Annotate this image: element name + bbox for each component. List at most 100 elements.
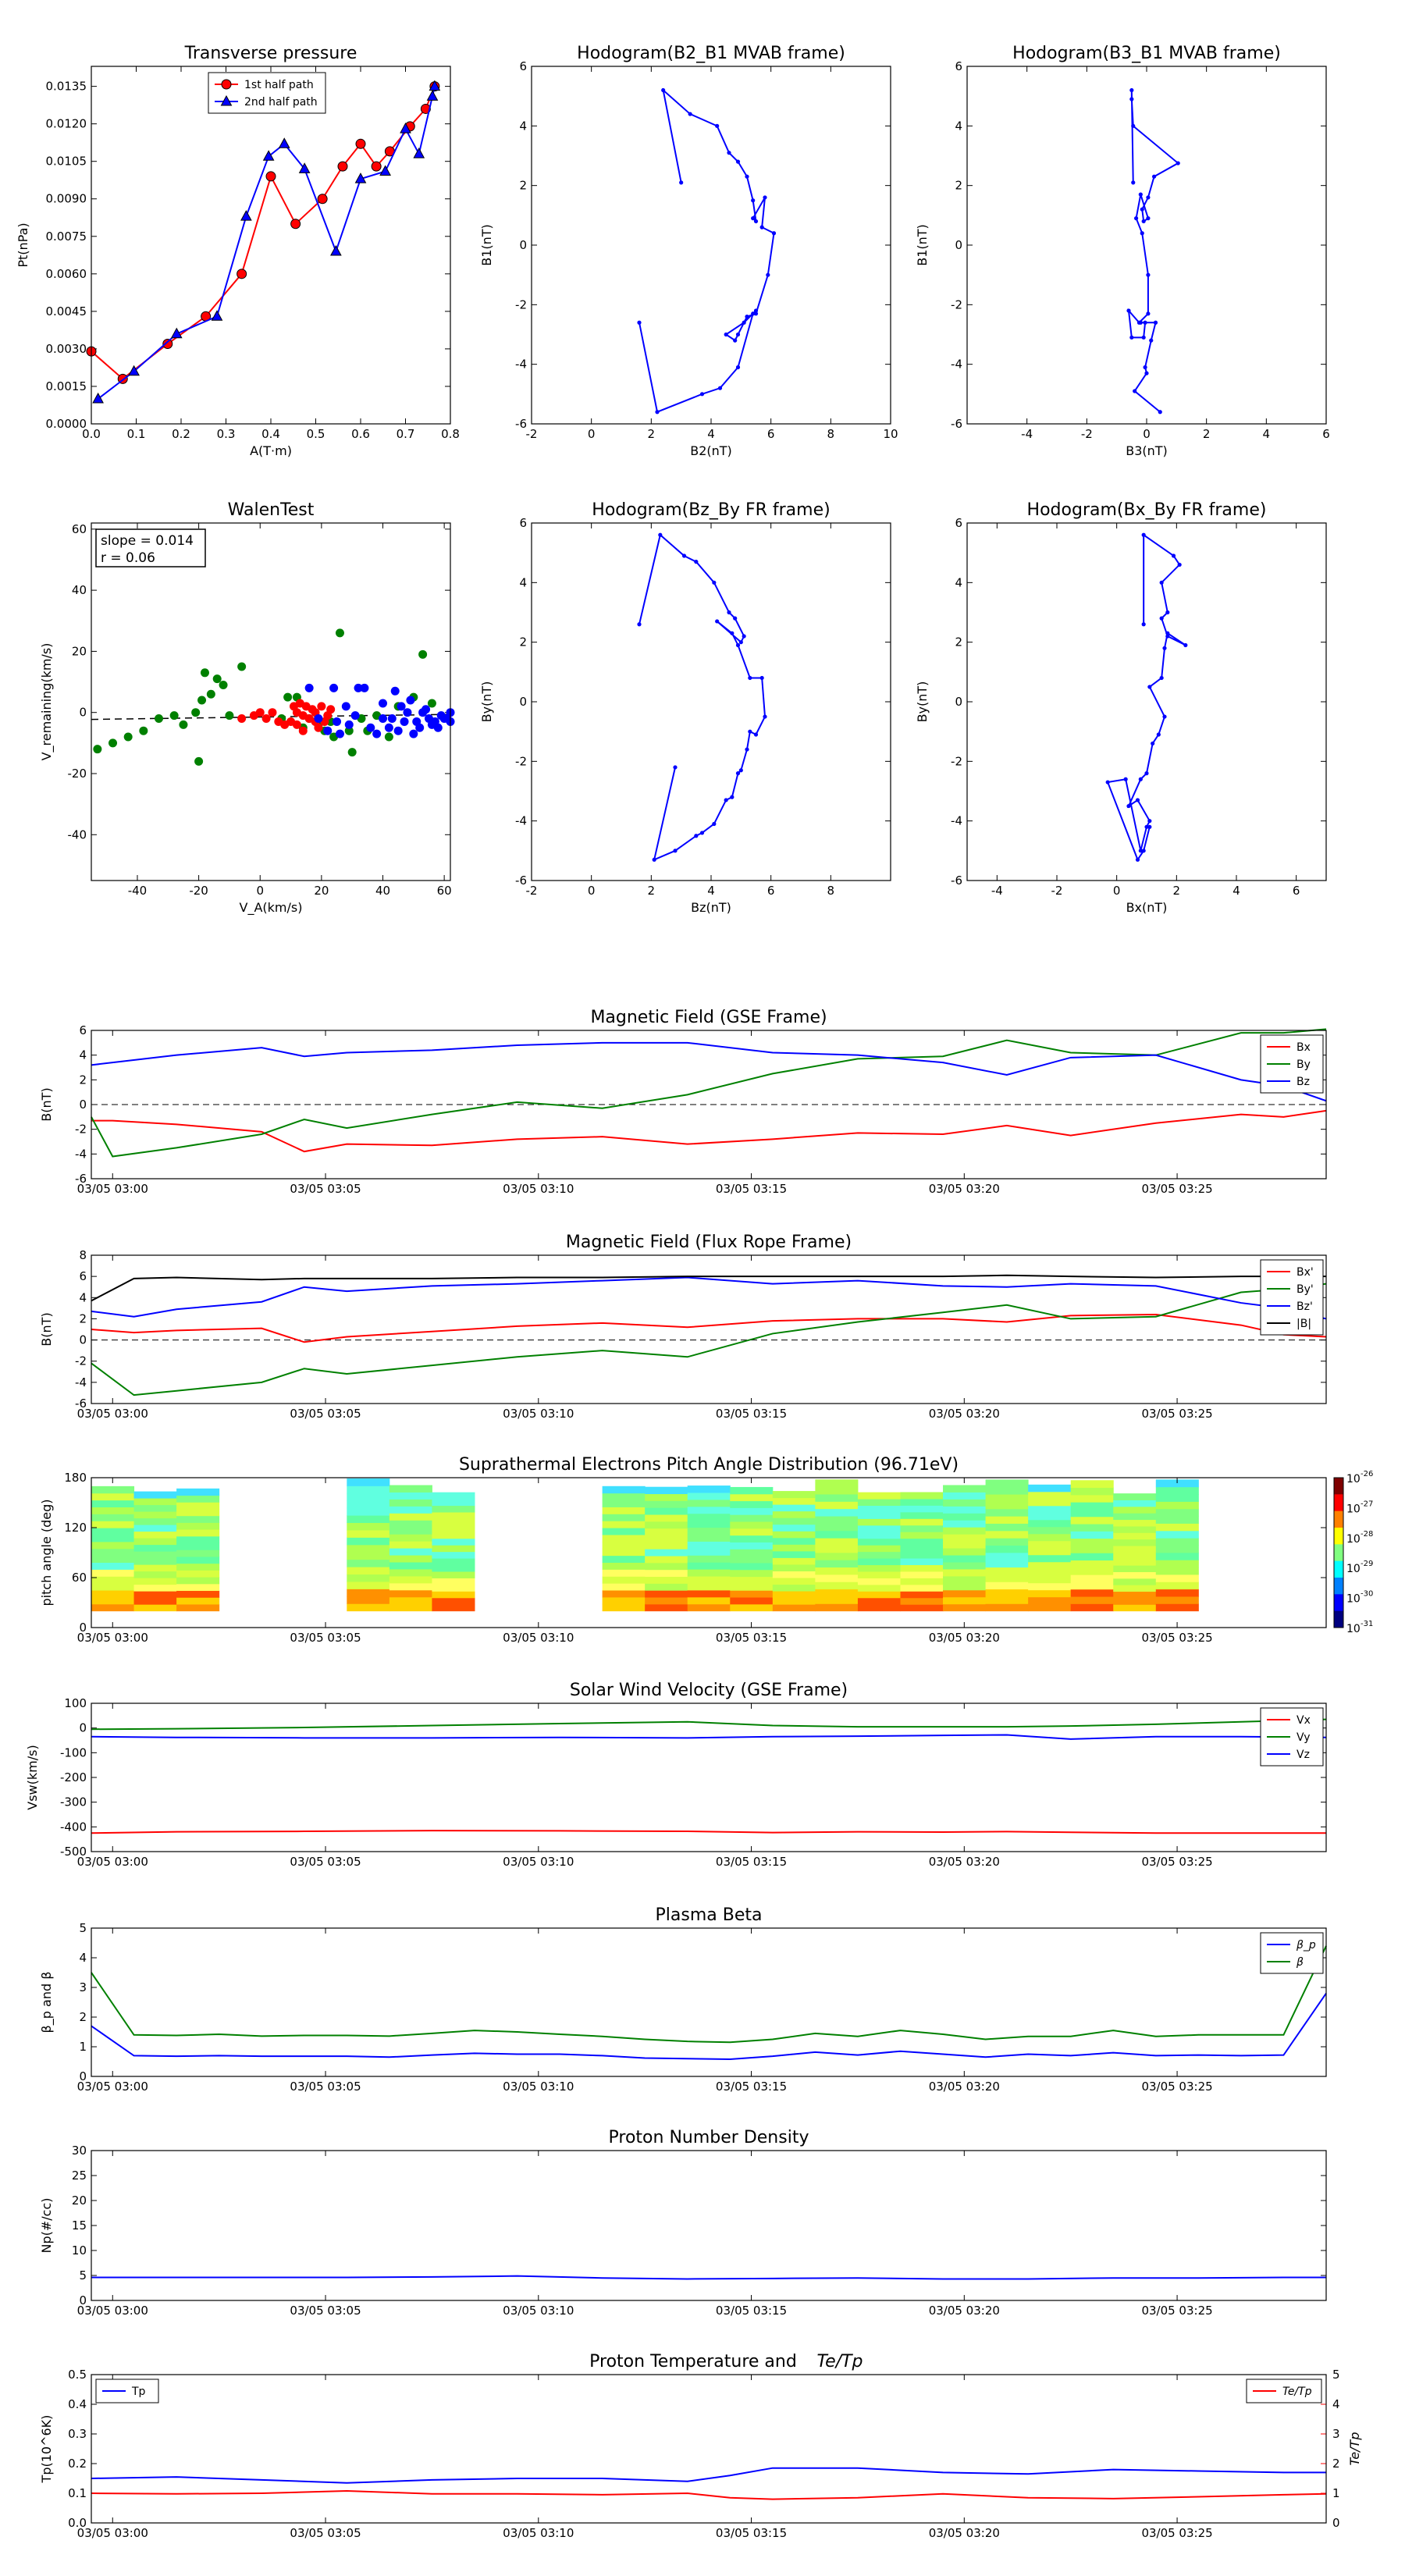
x-tick-label: 03/05 03:10: [503, 2304, 574, 2318]
heatmap-cell: [91, 1603, 135, 1612]
colorbar-tick-base: 10: [1346, 1563, 1361, 1575]
y-tick-label: -500: [60, 1845, 87, 1859]
x-tick-label: 03/05 03:15: [716, 1407, 787, 1421]
scatter-point: [108, 738, 118, 748]
colorbar-segment: [1334, 1510, 1343, 1528]
heatmap-cell: [389, 1548, 432, 1556]
heatmap-cell: [91, 1596, 135, 1605]
heatmap-cell: [347, 1522, 390, 1531]
x-tick-label: 03/05 03:15: [716, 1631, 787, 1645]
heatmap-cell: [857, 1604, 901, 1612]
legend-entry: Tp: [131, 2386, 146, 2398]
data-point: [742, 320, 746, 325]
data-point: [1141, 335, 1146, 340]
data-point: [637, 320, 642, 325]
heatmap-cell: [985, 1603, 1029, 1612]
heatmap-cell: [1070, 1494, 1114, 1503]
y-tick-label: -20: [68, 767, 87, 781]
scatter-point: [360, 683, 369, 692]
y-axis-label: β_p and β: [39, 1972, 55, 2033]
heatmap-cell: [772, 1604, 816, 1612]
heatmap-cell: [1155, 1501, 1199, 1510]
series-line: [91, 1274, 1326, 1302]
legend-entry: Bx: [1297, 1041, 1311, 1054]
heatmap-cell: [176, 1577, 220, 1585]
stats-box: [95, 528, 206, 568]
x-tick-label: 03/05 03:05: [290, 2526, 361, 2540]
panel-title: Magnetic Field (Flux Rope Frame): [566, 1233, 852, 1252]
heatmap-cell: [176, 1522, 220, 1530]
heatmap-cell: [1070, 1509, 1114, 1517]
legend-entry: By: [1297, 1059, 1311, 1071]
x-tick-label: -40: [128, 884, 148, 898]
colorbar-segment: [1334, 1578, 1343, 1595]
x-tick-label: 4: [707, 427, 715, 441]
data-point: [748, 675, 752, 681]
y-tick-label: 0.0015: [46, 379, 87, 393]
heatmap-cell: [176, 1550, 220, 1557]
panel-title: Hodogram(Bx_By FR frame): [1027, 500, 1267, 520]
heatmap-cell: [772, 1564, 816, 1571]
heatmap-cell: [133, 1604, 177, 1612]
heatmap-cell: [1113, 1578, 1157, 1585]
heatmap-cell: [1028, 1491, 1072, 1500]
heatmap-cell: [900, 1492, 944, 1500]
heatmap-cell: [602, 1569, 646, 1577]
legend-entry: Vz: [1297, 1749, 1310, 1761]
heatmap-cell: [772, 1531, 816, 1539]
scatter-point: [341, 702, 350, 711]
x-tick-label: 03/05 03:05: [290, 1182, 361, 1196]
y-tick-label: 0.0030: [46, 342, 87, 356]
y-tick-label: 0: [955, 238, 962, 252]
data-point: [748, 729, 752, 734]
panel-title: Suprathermal Electrons Pitch Angle Distr…: [459, 1455, 959, 1475]
heatmap-cell: [815, 1596, 859, 1604]
heatmap-cell: [943, 1499, 987, 1507]
x-tick-label: 03/05 03:25: [1141, 1407, 1212, 1421]
scatter-point: [384, 732, 393, 742]
y-tick-label: 20: [72, 2194, 87, 2208]
x-tick-label: 03/05 03:00: [77, 2080, 148, 2094]
scatter-point: [350, 711, 360, 720]
y-tick-label: 100: [64, 1696, 87, 1710]
heatmap-cell: [347, 1589, 390, 1597]
x-tick-label: 03/05 03:00: [77, 1631, 148, 1645]
y-tick-label: 0.0: [68, 2516, 87, 2530]
heatmap-cell: [1155, 1560, 1199, 1568]
heatmap-cell: [857, 1578, 901, 1585]
y2-tick-label: 5: [1332, 2368, 1340, 2382]
y-tick-label: 0: [519, 238, 527, 252]
data-point: [211, 310, 223, 321]
heatmap-cell: [91, 1569, 135, 1577]
data-point: [699, 392, 705, 397]
heatmap-cell: [645, 1514, 688, 1522]
heatmap-cell: [772, 1537, 816, 1545]
heatmap-cell: [91, 1493, 135, 1501]
data-point: [1146, 195, 1151, 200]
x-tick-label: 03/05 03:20: [929, 1631, 1000, 1645]
y-tick-label: -2: [515, 297, 527, 311]
heatmap-cell: [1155, 1530, 1199, 1539]
heatmap-cell: [91, 1514, 135, 1521]
series-line: [91, 1041, 1327, 1102]
heatmap-cell: [645, 1500, 688, 1508]
heatmap-cell: [985, 1508, 1029, 1517]
colorbar-tick-base: 10: [1346, 1593, 1361, 1606]
scatter-point: [237, 714, 247, 724]
scatter-point: [344, 720, 354, 729]
data-point: [1133, 389, 1137, 393]
heatmap-cell: [432, 1558, 475, 1566]
data-point: [426, 90, 439, 101]
data-point: [1138, 192, 1143, 197]
data-point: [278, 137, 290, 148]
y-tick-label: -4: [75, 1147, 87, 1161]
heatmap-cell: [730, 1576, 774, 1584]
legend-entry: By': [1297, 1283, 1314, 1296]
heatmap-cell: [1070, 1582, 1114, 1590]
x-tick-label: 03/05 03:10: [503, 1182, 574, 1196]
y-tick-label: -6: [515, 417, 527, 431]
data-point: [712, 821, 717, 827]
heatmap-cell: [730, 1528, 774, 1536]
heatmap-cell: [985, 1545, 1029, 1553]
data-point: [1133, 216, 1139, 221]
